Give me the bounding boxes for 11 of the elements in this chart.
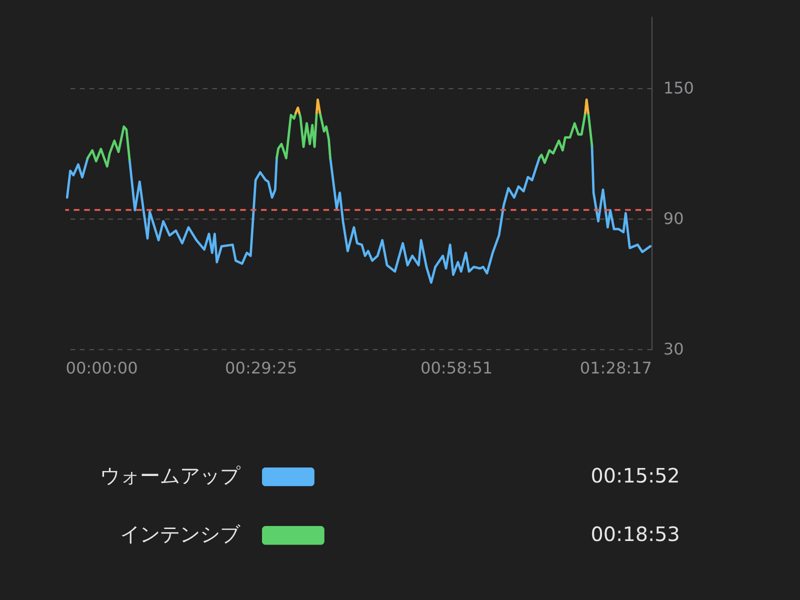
y-tick-label: 30 <box>663 339 684 358</box>
x-tick-label: 00:29:25 <box>225 358 298 378</box>
x-tick-label: 01:28:17 <box>580 358 652 378</box>
y-tick-label: 90 <box>663 208 684 228</box>
x-tick-label: 00:00:00 <box>66 358 138 378</box>
y-tick-label: インテンシブ <box>120 523 242 546</box>
x-tick-label: 00:58:51 <box>420 358 493 378</box>
data-label: 00:18:53 <box>590 523 680 546</box>
y-tick-label: ウォームアップ <box>100 464 242 488</box>
data-label: 00:15:52 <box>590 464 680 488</box>
y-tick-label: 150 <box>663 78 694 98</box>
